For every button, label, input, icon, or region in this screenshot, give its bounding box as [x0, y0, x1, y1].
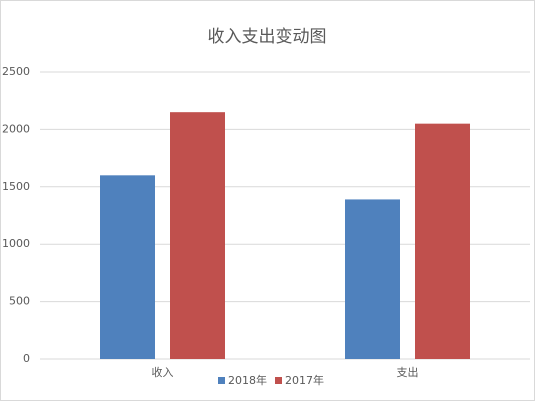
y-tick-label: 2500 — [2, 65, 30, 78]
legend-swatch — [275, 377, 282, 384]
y-tick-label: 2000 — [2, 122, 30, 135]
y-tick-label: 1500 — [2, 180, 30, 193]
legend-label: 2018年 — [228, 373, 267, 387]
x-tick-label: 收入 — [152, 365, 174, 379]
bar — [100, 175, 155, 359]
chart-title: 收入支出变动图 — [208, 27, 327, 47]
y-tick-label: 1000 — [2, 237, 30, 250]
bar — [415, 123, 470, 359]
y-tick-label: 0 — [23, 352, 30, 365]
x-tick-label: 支出 — [397, 365, 419, 379]
bar — [345, 199, 400, 359]
bar — [170, 112, 225, 360]
y-tick-label: 500 — [9, 295, 30, 308]
legend-swatch — [218, 377, 225, 384]
legend-label: 2017年 — [285, 373, 324, 387]
